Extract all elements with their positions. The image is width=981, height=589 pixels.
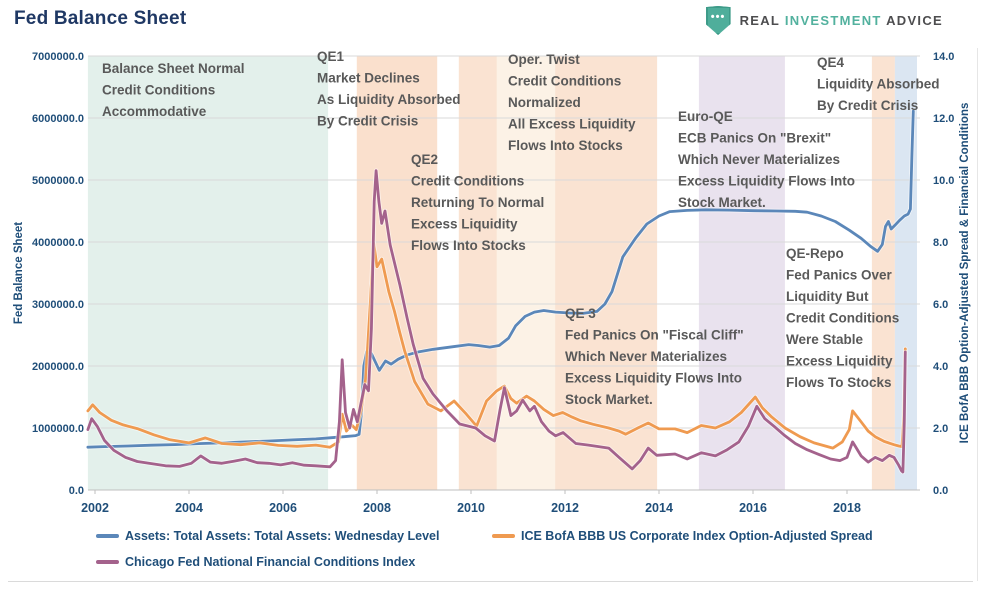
- legend-item-bbb-oas: ICE BofA BBB US Corporate Index Option-A…: [492, 529, 873, 543]
- series-nfci: [86, 169, 907, 474]
- band-operation-twist: [496, 56, 556, 490]
- right-axis-tick: 12.0: [933, 113, 954, 125]
- left-axis-tick: 5000000.0: [32, 175, 84, 187]
- logo-text: REAL INVESTMENT ADVICE: [740, 13, 943, 28]
- annotation-normal: Balance Sheet Normal Credit Conditions Acc…: [102, 61, 245, 119]
- x-axis-tick: 2004: [175, 501, 203, 515]
- left-axis-title: Fed Balance Sheet: [13, 222, 25, 324]
- logo-word-real: REAL: [739, 13, 780, 28]
- annotation-euro-qe: Euro-QE ECB Panics On "Brexit" Which Never…: [678, 109, 855, 210]
- annotation-qe-repo: QE-Repo Fed Panics Over Liquidity But Credi…: [786, 246, 899, 390]
- right-axis-title: ICE BofA BBB Option-Adjusted Spread & Fi…: [959, 103, 971, 444]
- x-axis-tick: 2010: [457, 501, 485, 515]
- left-axis-tick: 7000000.0: [32, 51, 84, 63]
- legend-item-fed-balance-sheet: Assets: Total Assets: Total Assets: Wedn…: [96, 529, 439, 543]
- logo-word-investment: INVESTMENT: [784, 13, 882, 28]
- x-axis-tick: 2002: [81, 501, 109, 515]
- annotation-oper-twist: Oper. Twist Credit Conditions Normalized Al…: [508, 52, 636, 153]
- right-axis-tick: 10.0: [933, 175, 954, 187]
- bottom-separator: [8, 581, 973, 582]
- legend-item-nfci: Chicago Fed National Financial Condition…: [96, 555, 415, 569]
- annotation-qe2: QE2 Credit Conditions Returning To Normal E…: [411, 152, 544, 253]
- shield-dots: •••: [710, 11, 726, 23]
- right-axis-tick: 6.0: [933, 299, 948, 311]
- left-axis-tick: 0.0: [69, 485, 84, 497]
- legend-swatch-orange: [492, 534, 515, 538]
- right-axis-tick: 0.0: [933, 485, 948, 497]
- legend-label: Chicago Fed National Financial Condition…: [125, 555, 416, 569]
- left-axis-tick: 1000000.0: [32, 423, 84, 435]
- x-axis-tick: 2018: [833, 501, 861, 515]
- x-axis-tick: 2012: [551, 501, 579, 515]
- annotation-qe1: QE1 Market Declines As Liquidity Absorbed B…: [317, 49, 461, 129]
- right-axis-tick: 14.0: [933, 51, 954, 63]
- annotation-qe3: QE 3 Fed Panics On "Fiscal Cliff" Which Ne…: [565, 306, 744, 407]
- annotation-qe4: QE4 Liquidity Absorbed By Credit Crisis: [817, 55, 940, 113]
- legend-label: Assets: Total Assets: Total Assets: Wedn…: [125, 529, 440, 543]
- left-axis-tick: 2000000.0: [32, 361, 84, 373]
- left-axis-tick: 3000000.0: [32, 299, 84, 311]
- right-axis-tick: 8.0: [933, 237, 948, 249]
- legend-swatch-purple: [96, 560, 119, 564]
- right-separator: [977, 48, 978, 581]
- x-axis-tick: 2014: [645, 501, 673, 515]
- legend-swatch-blue: [96, 534, 119, 538]
- left-axis-tick: 6000000.0: [32, 113, 84, 125]
- band-normal-period: [87, 56, 329, 490]
- ria-logo: ••• REAL INVESTMENT ADVICE: [705, 6, 943, 35]
- logo-word-advice: ADVICE: [886, 13, 943, 28]
- left-axis-tick: 4000000.0: [32, 237, 84, 249]
- band-qe-repo: [871, 56, 895, 490]
- x-axis-tick: 2006: [269, 501, 297, 515]
- x-axis-tick: 2016: [739, 501, 767, 515]
- x-axis-tick: 2008: [363, 501, 391, 515]
- page-title: Fed Balance Sheet: [14, 8, 187, 29]
- legend-label: ICE BofA BBB US Corporate Index Option-A…: [521, 529, 873, 543]
- right-axis-tick: 2.0: [933, 423, 948, 435]
- right-axis-tick: 4.0: [933, 361, 948, 373]
